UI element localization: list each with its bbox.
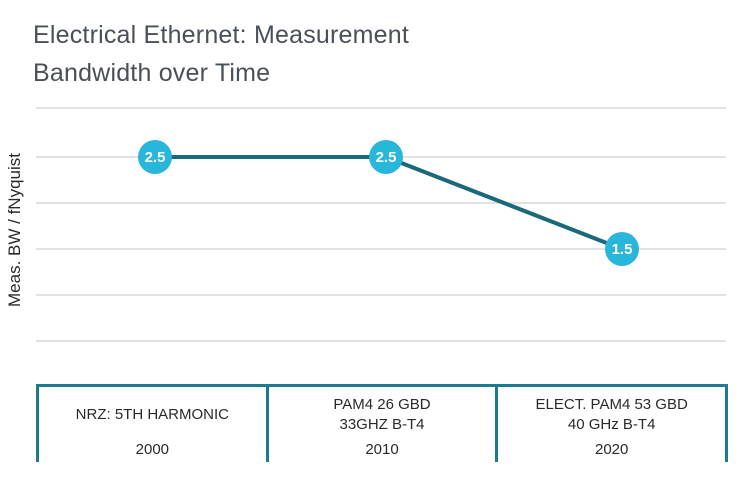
y-axis-label: Meas. BW / fNyquist [5,153,24,307]
data-point-2020: 1.5 [605,232,639,266]
cell-label-line: NRZ: 5TH HARMONIC [75,406,229,423]
milestones-table: NRZ: 5TH HARMONIC 2000 PAM4 26 GBD 33GHZ… [36,384,729,462]
table-cell-2010: PAM4 26 GBD 33GHZ B-T4 2010 [265,387,496,462]
cell-year: 2000 [135,441,170,458]
cell-label: PAM4 26 GBD 33GHZ B-T4 [333,394,430,436]
data-point-label: 2.5 [145,149,166,166]
page-title-line2: Bandwidth over Time [33,59,271,87]
cell-label: ELECT. PAM4 53 GBD 40 GHz B-T4 [536,394,688,436]
cell-year: 2020 [594,441,629,458]
cell-label-line: 40 GHz B-T4 [567,416,656,433]
line-chart: 2.5 2.5 1.5 Meas. BW / fNyquist [5,107,726,342]
table-cell-2000: NRZ: 5TH HARMONIC 2000 [36,387,266,462]
data-point-label: 2.5 [376,149,397,166]
cell-label-line: ELECT. PAM4 53 GBD [535,396,688,413]
data-point-2000: 2.5 [138,140,172,174]
table-cell-2020: ELECT. PAM4 53 GBD 40 GHz B-T4 2020 [495,387,729,462]
cell-label-line: PAM4 26 GBD [333,396,431,413]
cell-label-line: 33GHZ B-T4 [339,416,425,433]
page-title-line1: Electrical Ethernet: Measurement [33,21,410,49]
cell-year: 2010 [365,441,399,458]
data-point-label: 1.5 [612,241,633,258]
page-title: Electrical Ethernet: Measurement Bandwid… [33,16,409,92]
cell-label: NRZ: 5TH HARMONIC [76,394,229,436]
data-point-2010: 2.5 [369,140,403,174]
